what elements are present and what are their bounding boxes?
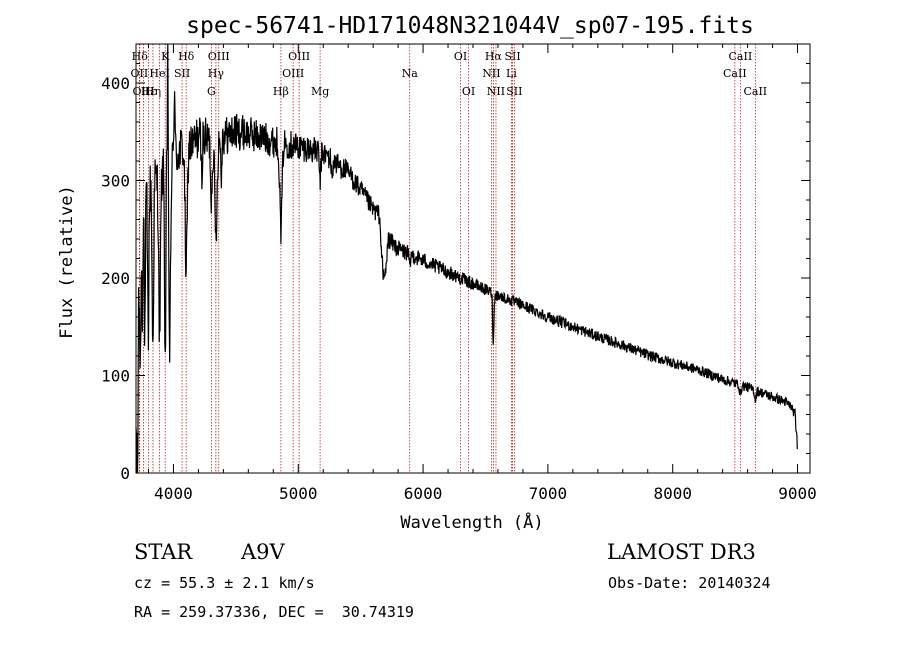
line-label: Mg — [311, 85, 329, 98]
line-label: CaII — [729, 50, 753, 63]
x-axis-label: Wavelength (Å) — [400, 511, 543, 533]
line-label: G — [207, 85, 216, 98]
line-label: Hβ — [273, 85, 289, 98]
line-label: Na — [402, 67, 419, 80]
line-label: Hγ — [208, 67, 225, 80]
line-label: SII — [174, 67, 190, 80]
line-label: SII — [504, 50, 520, 63]
survey-name: LAMOST DR3 — [607, 540, 756, 564]
line-label: OIII — [132, 85, 154, 98]
line-label: HeI — [149, 67, 169, 80]
y-tick-label: 300 — [101, 172, 130, 191]
spectrum-line — [135, 43, 798, 474]
redshift-text: cz = 55.3 ± 2.1 km/s — [134, 574, 315, 592]
y-axis-label: Flux (relative) — [57, 185, 77, 339]
axis-ticks: 4000 5000 6000 7000 8000 9000 0 100 200 300 400 — [101, 44, 817, 503]
line-label: OIII — [282, 67, 304, 80]
y-tick-label: 0 — [120, 464, 130, 483]
x-tick-label: 9000 — [778, 484, 817, 503]
x-tick-label: 4000 — [154, 484, 193, 503]
line-label: Hδ — [178, 50, 195, 63]
x-tick-label: 7000 — [529, 484, 568, 503]
coordinates-text: RA = 259.37336, DEC = 30.74319 — [134, 603, 414, 621]
y-tick-label: 200 — [101, 269, 130, 288]
line-label: Hη — [145, 85, 161, 98]
line-label: OI — [462, 85, 475, 98]
line-label: Li — [506, 67, 517, 80]
line-label: NII — [482, 67, 500, 80]
line-label: OI — [454, 50, 467, 63]
line-label: Hε — [141, 85, 157, 98]
x-tick-label: 6000 — [404, 484, 443, 503]
y-tick-label: 100 — [101, 367, 130, 386]
line-label: Hδ — [132, 50, 149, 63]
obs-date: Obs-Date: 20140324 — [608, 574, 771, 592]
x-tick-label: 8000 — [653, 484, 692, 503]
line-label: Hα — [485, 50, 503, 63]
line-label: NII — [487, 85, 505, 98]
chart-title: spec-56741-HD171048N321044V_sp07-195.fit… — [186, 13, 754, 39]
line-label: SII — [506, 85, 522, 98]
y-tick-label: 400 — [101, 74, 130, 93]
x-tick-label: 5000 — [279, 484, 318, 503]
object-class: STAR — [134, 540, 193, 564]
line-label: K — [161, 50, 170, 63]
line-label: OIII — [208, 50, 230, 63]
line-label: OIII — [288, 50, 310, 63]
line-label: CaII — [723, 67, 747, 80]
line-label: OII — [131, 67, 149, 80]
plot-frame — [135, 43, 811, 474]
object-subclass: A9V — [241, 540, 285, 564]
line-label: CaII — [743, 85, 767, 98]
